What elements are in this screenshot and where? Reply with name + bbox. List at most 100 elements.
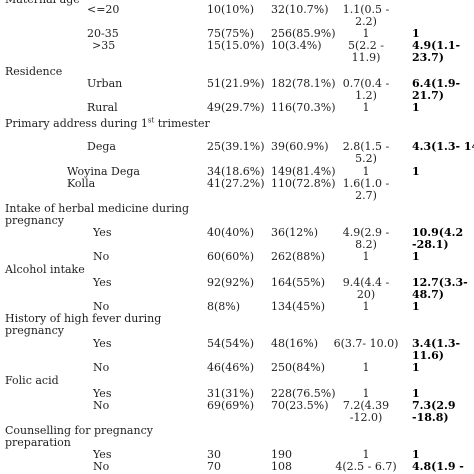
- cor-cell: 2.8(1.5 -: [342, 140, 390, 153]
- cor-cell: 9.4(4.4 -: [342, 276, 390, 289]
- row-label: >35: [92, 39, 116, 52]
- aor-cell: 12.7(3.3-: [412, 276, 468, 289]
- controls-cell: 250(84%): [271, 361, 326, 374]
- controls-cell: 108: [271, 460, 292, 473]
- aor-cell: 23.7): [412, 51, 444, 64]
- aor-cell: 1: [412, 300, 420, 313]
- cor-cell: 11.9): [351, 51, 381, 64]
- aor-cell: 1: [412, 387, 420, 400]
- section-label: History of high fever during: [5, 312, 162, 325]
- row-label: Urban: [87, 77, 123, 90]
- cases-cell: 8(8%): [207, 300, 241, 313]
- cases-cell: 69(69%): [207, 399, 255, 412]
- cor-cell: 1: [362, 361, 370, 374]
- controls-cell: 262(88%): [271, 250, 326, 263]
- cases-cell: 40(40%): [207, 226, 255, 239]
- row-label: No: [93, 361, 110, 374]
- controls-cell: 10(3.4%): [271, 39, 322, 52]
- aor-cell: 4.8(1.9 -: [412, 460, 464, 473]
- aor-cell: 1: [412, 165, 420, 178]
- cor-cell: -12.0): [349, 411, 383, 424]
- label-text: Primary address during 1: [5, 117, 148, 130]
- section-label: Folic acid: [5, 374, 59, 387]
- aor-cell: 3.4(1.3-: [412, 337, 461, 350]
- cor-cell: 1: [362, 448, 370, 461]
- row-label: Dega: [87, 140, 116, 153]
- cases-cell: 15(15.0%): [207, 39, 265, 52]
- cor-cell: 1.6(1.0 -: [342, 177, 390, 190]
- controls-cell: 70(23.5%): [271, 399, 329, 412]
- cases-cell: 46(46%): [207, 361, 255, 374]
- cor-cell: 1: [362, 101, 370, 114]
- cor-cell: 1: [362, 27, 370, 40]
- section-label: Primary address during 1st trimester: [5, 116, 210, 130]
- row-label: No: [93, 399, 110, 412]
- row-label: Yes: [93, 448, 112, 461]
- section-label: preparation: [5, 436, 71, 449]
- label-sup: st: [147, 116, 155, 125]
- controls-cell: 164(55%): [271, 276, 326, 289]
- aor-cell: 1: [412, 361, 420, 374]
- section-label: Maternal age: [5, 0, 80, 6]
- controls-cell: 39(60.9%): [271, 140, 329, 153]
- section-label: pregnancy: [5, 214, 64, 227]
- section-label: pregnancy: [5, 324, 64, 337]
- cor-cell: 0.7(0.4 -: [342, 77, 390, 90]
- aor-cell: 1: [412, 448, 420, 461]
- controls-cell: 48(16%): [271, 337, 319, 350]
- aor-cell: 4.3(1.3- 14): [412, 140, 474, 153]
- aor-cell: 1: [412, 27, 420, 40]
- aor-cell: 11.6): [412, 349, 444, 362]
- cases-cell: 41(27.2%): [207, 177, 265, 190]
- row-label: Kolla: [67, 177, 96, 190]
- aor-cell: 7.3(2.9: [412, 399, 456, 412]
- row-label: Yes: [93, 276, 112, 289]
- cases-cell: 54(54%): [207, 337, 255, 350]
- cases-cell: 31(31%): [207, 387, 255, 400]
- controls-cell: 228(76.5%): [271, 387, 336, 400]
- controls-cell: 149(81.4%): [271, 165, 336, 178]
- aor-cell: -18.8): [412, 411, 449, 424]
- cor-cell: 1: [362, 165, 370, 178]
- label-text: trimester: [154, 117, 210, 130]
- controls-cell: 36(12%): [271, 226, 319, 239]
- controls-cell: 110(72.8%): [271, 177, 336, 190]
- cor-cell: 5(2.2 -: [348, 39, 384, 52]
- cor-cell: 20): [356, 288, 376, 301]
- cor-cell: 2.7): [355, 189, 377, 202]
- aor-cell: 6.4(1.9-: [412, 77, 461, 90]
- row-label: Yes: [93, 226, 112, 239]
- cor-cell: 1: [362, 300, 370, 313]
- cases-cell: 92(92%): [207, 276, 255, 289]
- cor-cell: 1: [362, 387, 370, 400]
- cor-cell: 1.2): [355, 89, 377, 102]
- row-label: Yes: [93, 387, 112, 400]
- controls-cell: 256(85.9%): [271, 27, 336, 40]
- cor-cell: 2.2): [355, 15, 377, 28]
- cases-cell: 49(29.7%): [207, 101, 265, 114]
- row-label: No: [93, 250, 110, 263]
- cases-cell: 34(18.6%): [207, 165, 265, 178]
- cor-cell: 5.2): [355, 152, 377, 165]
- aor-cell: 21.7): [412, 89, 444, 102]
- section-label: Alcohol intake: [5, 263, 85, 276]
- row-label: Woyina Dega: [67, 165, 140, 178]
- controls-cell: 134(45%): [271, 300, 326, 313]
- cases-cell: 75(75%): [207, 27, 255, 40]
- cor-cell: 1: [362, 250, 370, 263]
- row-label: Rural: [87, 101, 118, 114]
- cor-cell: 4.9(2.9 -: [342, 226, 390, 239]
- cor-cell: 8.2): [355, 238, 377, 251]
- controls-cell: 32(10.7%): [271, 3, 329, 16]
- cases-cell: 60(60%): [207, 250, 255, 263]
- aor-cell: 1: [412, 250, 420, 263]
- cases-cell: 70: [207, 460, 221, 473]
- cases-cell: 51(21.9%): [207, 77, 265, 90]
- row-label: No: [93, 460, 110, 473]
- cor-cell: 1.1(0.5 -: [342, 3, 390, 16]
- aor-cell: 1: [412, 101, 420, 114]
- aor-cell: -28.1): [412, 238, 449, 251]
- cases-cell: 25(39.1%): [207, 140, 265, 153]
- controls-cell: 116(70.3%): [271, 101, 336, 114]
- aor-cell: 4.9(1.1-: [412, 39, 461, 52]
